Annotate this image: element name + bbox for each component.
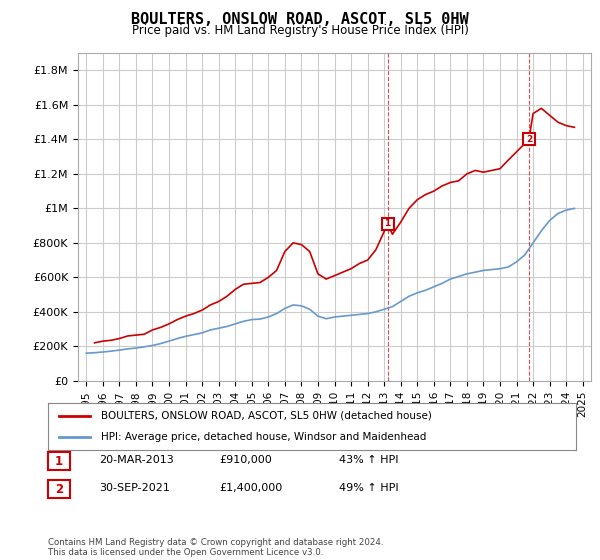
Text: 43% ↑ HPI: 43% ↑ HPI xyxy=(339,455,398,465)
Text: £910,000: £910,000 xyxy=(219,455,272,465)
Text: BOULTERS, ONSLOW ROAD, ASCOT, SL5 0HW: BOULTERS, ONSLOW ROAD, ASCOT, SL5 0HW xyxy=(131,12,469,27)
Text: BOULTERS, ONSLOW ROAD, ASCOT, SL5 0HW (detached house): BOULTERS, ONSLOW ROAD, ASCOT, SL5 0HW (d… xyxy=(101,410,431,421)
Text: £1,400,000: £1,400,000 xyxy=(219,483,282,493)
Text: 1: 1 xyxy=(385,220,391,228)
Text: 49% ↑ HPI: 49% ↑ HPI xyxy=(339,483,398,493)
Text: 30-SEP-2021: 30-SEP-2021 xyxy=(99,483,170,493)
Text: 2: 2 xyxy=(55,483,63,496)
Text: HPI: Average price, detached house, Windsor and Maidenhead: HPI: Average price, detached house, Wind… xyxy=(101,432,426,442)
Text: 20-MAR-2013: 20-MAR-2013 xyxy=(99,455,174,465)
Text: 1: 1 xyxy=(55,455,63,468)
Text: Contains HM Land Registry data © Crown copyright and database right 2024.
This d: Contains HM Land Registry data © Crown c… xyxy=(48,538,383,557)
Text: 2: 2 xyxy=(526,135,532,144)
Text: Price paid vs. HM Land Registry's House Price Index (HPI): Price paid vs. HM Land Registry's House … xyxy=(131,24,469,37)
